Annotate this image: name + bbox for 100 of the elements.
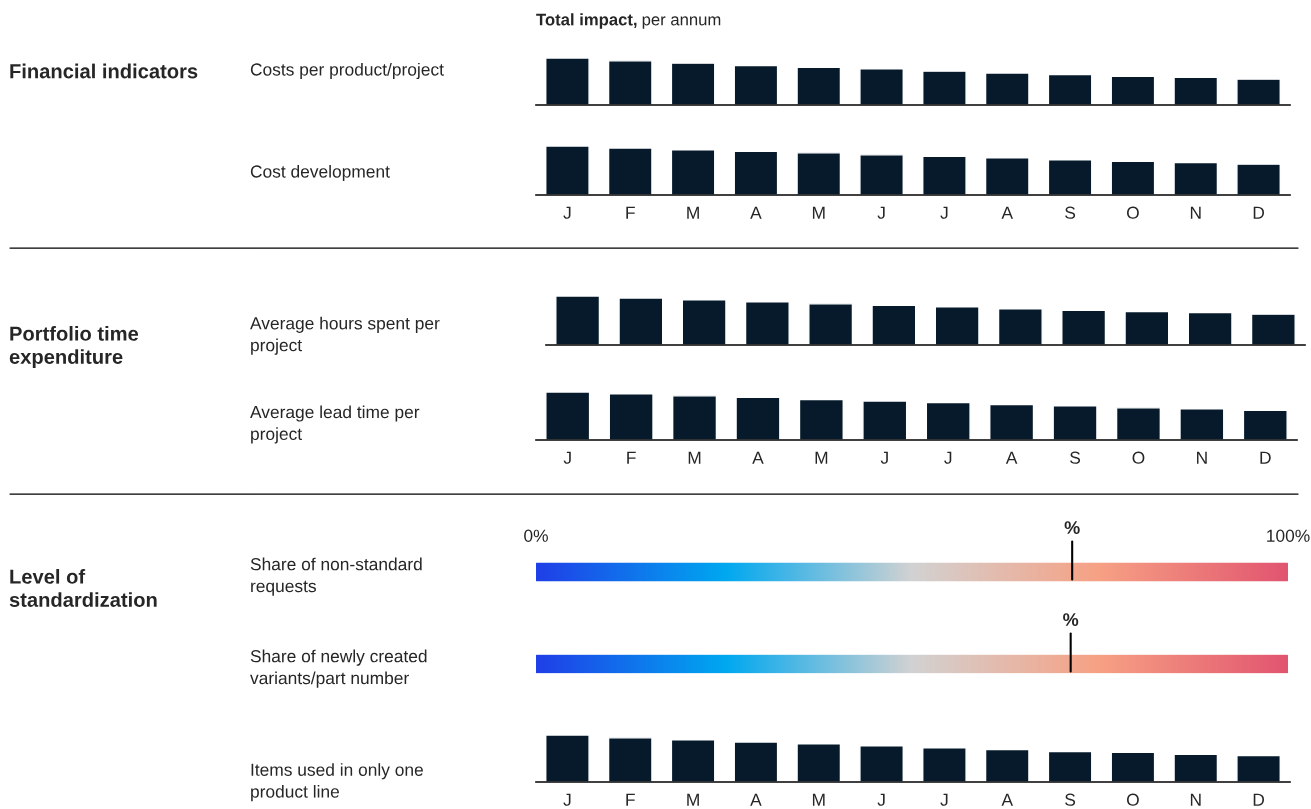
bar xyxy=(796,152,842,195)
x-tick-label: O xyxy=(1126,793,1139,806)
x-tick-label: M xyxy=(688,451,701,464)
bar xyxy=(859,154,904,195)
x-tick-label: J xyxy=(877,206,885,219)
bar xyxy=(984,157,1030,195)
bar xyxy=(871,304,917,345)
bar xyxy=(1110,751,1156,782)
x-tick-label: J xyxy=(880,451,888,464)
bar xyxy=(984,748,1030,782)
bar xyxy=(1179,408,1225,440)
bar xyxy=(984,72,1030,105)
chart-title: Total impact, per annum xyxy=(536,13,721,29)
bar xyxy=(1187,311,1233,345)
x-tick-label: M xyxy=(812,793,825,806)
text: Portfolio time expenditure xyxy=(9,326,139,368)
bar xyxy=(796,743,842,782)
bar xyxy=(681,299,727,345)
y-axis-title: Cost development xyxy=(250,164,390,182)
bar xyxy=(922,70,967,105)
x-tick-label: J xyxy=(877,793,885,806)
bar xyxy=(1110,160,1156,195)
bar xyxy=(607,737,653,782)
bar xyxy=(670,739,716,782)
x-tick-label: N xyxy=(1190,793,1201,806)
x-tick-label: A xyxy=(1001,793,1013,806)
y-axis-title: Items used in only one product line xyxy=(251,763,423,802)
x-tick-label: A xyxy=(1001,206,1013,219)
bar xyxy=(733,741,779,782)
bar xyxy=(1115,407,1162,440)
x-tick-label: M xyxy=(687,793,699,806)
bar xyxy=(862,400,908,440)
x-tick-label: J xyxy=(563,793,571,806)
bar xyxy=(733,150,779,195)
bar xyxy=(859,745,904,782)
bar xyxy=(607,60,653,105)
bar xyxy=(618,297,664,345)
x-tick-label: A xyxy=(750,206,762,219)
bar xyxy=(607,147,653,195)
bar xyxy=(545,735,590,782)
x-tick-label: M xyxy=(815,451,828,464)
ref-line-label: % xyxy=(1064,521,1080,534)
bar xyxy=(934,306,980,345)
x-tick-label: D xyxy=(1260,451,1271,464)
bar xyxy=(545,392,591,440)
bar xyxy=(1047,159,1093,195)
x-tick-label: J xyxy=(563,451,571,464)
bar xyxy=(925,401,971,440)
bar xyxy=(798,398,844,440)
x-tick-label: N xyxy=(1190,206,1201,219)
x-tick-label: J xyxy=(563,206,571,219)
x-tick-label: A xyxy=(750,793,762,806)
x-tick-label: D xyxy=(1253,793,1265,806)
ref-line-label: % xyxy=(1063,613,1079,626)
bar xyxy=(671,395,718,440)
bar xyxy=(555,296,601,345)
x-tick-label: A xyxy=(752,451,764,464)
bar xyxy=(1236,163,1281,195)
text: Level of standardization xyxy=(9,569,157,607)
x-tick-label: S xyxy=(1065,793,1076,806)
bar xyxy=(1052,405,1098,440)
bar xyxy=(859,68,904,105)
bar xyxy=(1110,75,1156,105)
x-tick-label: J xyxy=(944,451,952,464)
bar xyxy=(1236,78,1281,105)
bar xyxy=(1236,754,1281,782)
bar xyxy=(997,308,1043,345)
bar xyxy=(1173,161,1219,195)
bar xyxy=(922,155,967,195)
x-tick-label: 0% xyxy=(524,529,548,542)
bar xyxy=(608,393,654,440)
x-tick-label: S xyxy=(1065,206,1076,219)
bar xyxy=(744,301,790,345)
x-tick-label: O xyxy=(1132,451,1145,464)
bar xyxy=(1173,76,1219,105)
x-tick-label: A xyxy=(1005,451,1018,464)
x-tick-label: N xyxy=(1197,451,1207,464)
bar xyxy=(733,64,779,105)
bar xyxy=(1047,73,1093,105)
bar xyxy=(1242,409,1288,440)
bar xyxy=(670,62,716,105)
bar xyxy=(670,149,716,195)
bar xyxy=(1124,310,1170,345)
x-tick-label: O xyxy=(1126,206,1139,219)
x-tick-label: D xyxy=(1253,206,1265,219)
bar xyxy=(735,396,781,440)
x-tick-label: 100% xyxy=(1267,529,1310,542)
bar xyxy=(1250,313,1296,345)
text: Financial indicators xyxy=(10,63,198,79)
bar xyxy=(545,146,590,195)
y-axis-title: Costs per product/project xyxy=(250,62,444,80)
bar xyxy=(922,746,967,782)
bar xyxy=(1061,309,1107,345)
bar xyxy=(1173,753,1219,782)
y-axis-title: Average hours spent per project xyxy=(250,316,440,355)
x-tick-label: F xyxy=(626,793,635,806)
bar xyxy=(808,303,854,345)
bar xyxy=(989,403,1035,440)
x-tick-label: S xyxy=(1070,451,1081,464)
x-tick-label: F xyxy=(627,451,636,464)
